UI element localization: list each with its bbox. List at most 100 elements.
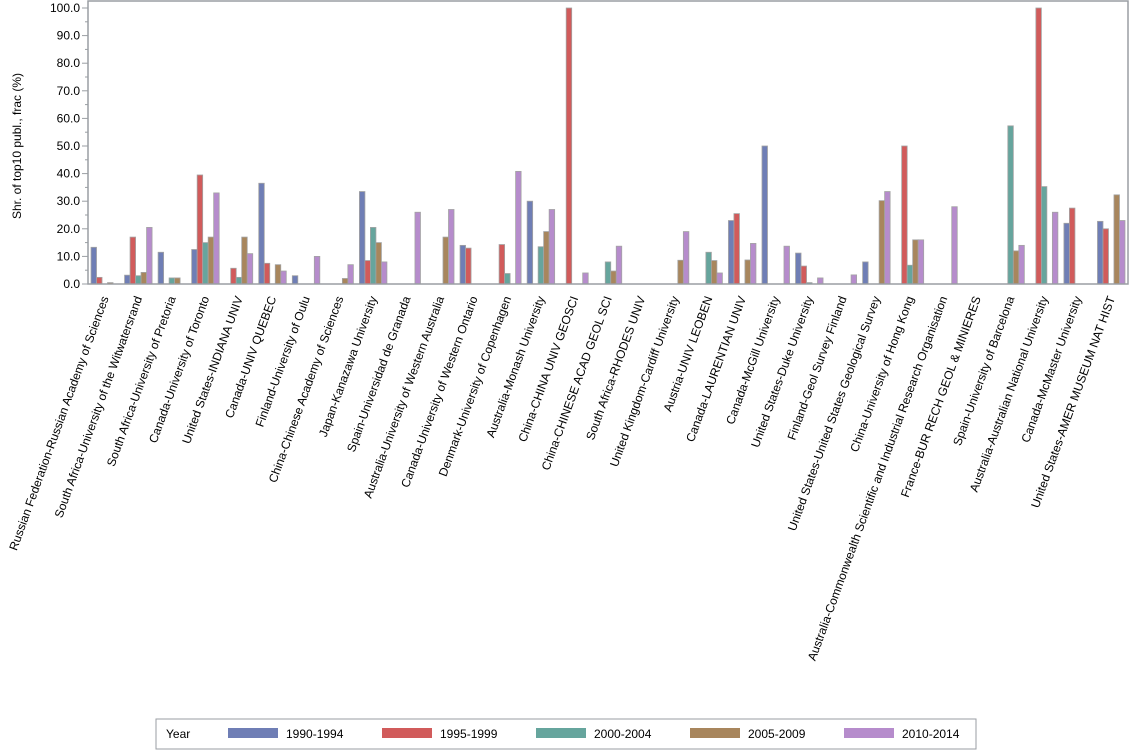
legend-label: 1995-1999	[440, 727, 498, 741]
bar	[917, 239, 925, 285]
bar	[548, 209, 556, 285]
legend-label: 2010-2014	[902, 727, 960, 741]
bar	[515, 170, 522, 285]
bar	[750, 243, 757, 285]
bar	[1040, 186, 1048, 285]
bar	[375, 242, 382, 285]
bar	[705, 251, 712, 285]
x-tick-label: Canada-McMaster University	[1018, 294, 1084, 444]
bar	[230, 267, 237, 285]
bar	[526, 200, 534, 285]
bar	[241, 236, 248, 285]
bar	[235, 276, 243, 285]
bar	[280, 270, 287, 285]
bar	[291, 275, 299, 285]
bar	[258, 182, 265, 285]
y-tick-label: 0.0	[63, 277, 80, 291]
legend-swatch	[690, 728, 740, 738]
bar	[795, 252, 802, 285]
y-axis-label: Shr. of top10 publ., frac (%)	[10, 73, 24, 219]
bar	[370, 227, 377, 285]
x-tick-label: Spain-University of Barcelona	[950, 294, 1017, 448]
bar	[504, 273, 511, 285]
bar	[465, 247, 472, 285]
plot-frame	[87, 0, 1129, 285]
bar	[414, 211, 421, 285]
legend-label: 2000-2004	[594, 727, 652, 741]
bar	[862, 261, 869, 285]
bar	[912, 239, 919, 285]
bar	[168, 277, 176, 285]
legend-title: Year	[166, 727, 190, 741]
bar	[716, 272, 723, 285]
bar	[901, 145, 908, 285]
bar	[906, 264, 914, 285]
x-tick-label: United States-INDIANA UNIV	[179, 294, 246, 445]
bar	[442, 236, 449, 285]
bar	[140, 272, 147, 285]
bar	[582, 272, 589, 285]
bar	[1007, 125, 1014, 285]
y-tick-label: 40.0	[57, 167, 81, 181]
bar	[1012, 250, 1020, 285]
bar	[1035, 7, 1042, 285]
bar	[565, 7, 573, 285]
bar	[263, 262, 271, 285]
legend-label: 2005-2009	[748, 727, 806, 741]
bar	[543, 231, 550, 285]
bar	[207, 236, 215, 285]
bar	[610, 270, 617, 285]
bar	[1018, 244, 1025, 285]
x-tick-label: Canada-LAURENTIAN UNIV	[683, 294, 749, 444]
bar	[1119, 220, 1126, 285]
legend-swatch	[382, 728, 432, 738]
bar	[682, 231, 690, 285]
bar	[274, 264, 282, 285]
bar	[783, 245, 790, 285]
y-tick-label: 80.0	[57, 56, 81, 70]
bar	[135, 275, 142, 285]
y-tick-label: 30.0	[57, 194, 81, 208]
bar	[1069, 207, 1076, 285]
x-tick-label: Canada-University of Toronto	[146, 294, 212, 445]
bar	[615, 245, 623, 285]
y-tick-label: 100.0	[50, 1, 80, 15]
bar	[347, 264, 354, 285]
x-tick-label: United States-Duke University	[748, 294, 816, 449]
bar	[850, 274, 857, 285]
bar	[1102, 228, 1109, 285]
bar	[448, 209, 455, 285]
y-axis: 0.0 10.0 20.0 30.0 40.0 50.0 60.0 70.0 80.0 90.0 1…	[50, 1, 88, 291]
bar	[710, 260, 718, 285]
bar	[96, 276, 103, 285]
bar	[537, 246, 545, 285]
bar	[1097, 220, 1104, 285]
legend-swatch	[228, 728, 278, 738]
x-tick-label: Spain-Universidad de Granada	[344, 294, 414, 454]
bar	[129, 236, 136, 285]
bars	[90, 7, 1126, 285]
y-tick-label: 20.0	[57, 222, 81, 236]
bar	[761, 145, 768, 285]
legend-swatch	[536, 728, 586, 738]
x-axis-labels: Russian Federation-Russian Academy of Sc…	[6, 294, 1118, 663]
bar	[191, 249, 198, 285]
legend-label: 1990-1994	[286, 727, 344, 741]
bar	[1051, 211, 1059, 285]
bar	[817, 277, 824, 285]
bar	[1063, 222, 1070, 285]
bar	[124, 274, 131, 285]
bar	[341, 278, 349, 285]
bar	[459, 244, 466, 285]
bar	[951, 206, 958, 285]
bar	[146, 227, 153, 285]
bar	[498, 244, 506, 285]
bar	[800, 265, 807, 285]
y-tick-label: 90.0	[57, 29, 81, 43]
y-tick-label: 10.0	[57, 249, 81, 263]
bar	[1113, 194, 1120, 285]
bar	[884, 191, 891, 285]
y-tick-label: 50.0	[57, 139, 81, 153]
bar	[359, 191, 366, 285]
